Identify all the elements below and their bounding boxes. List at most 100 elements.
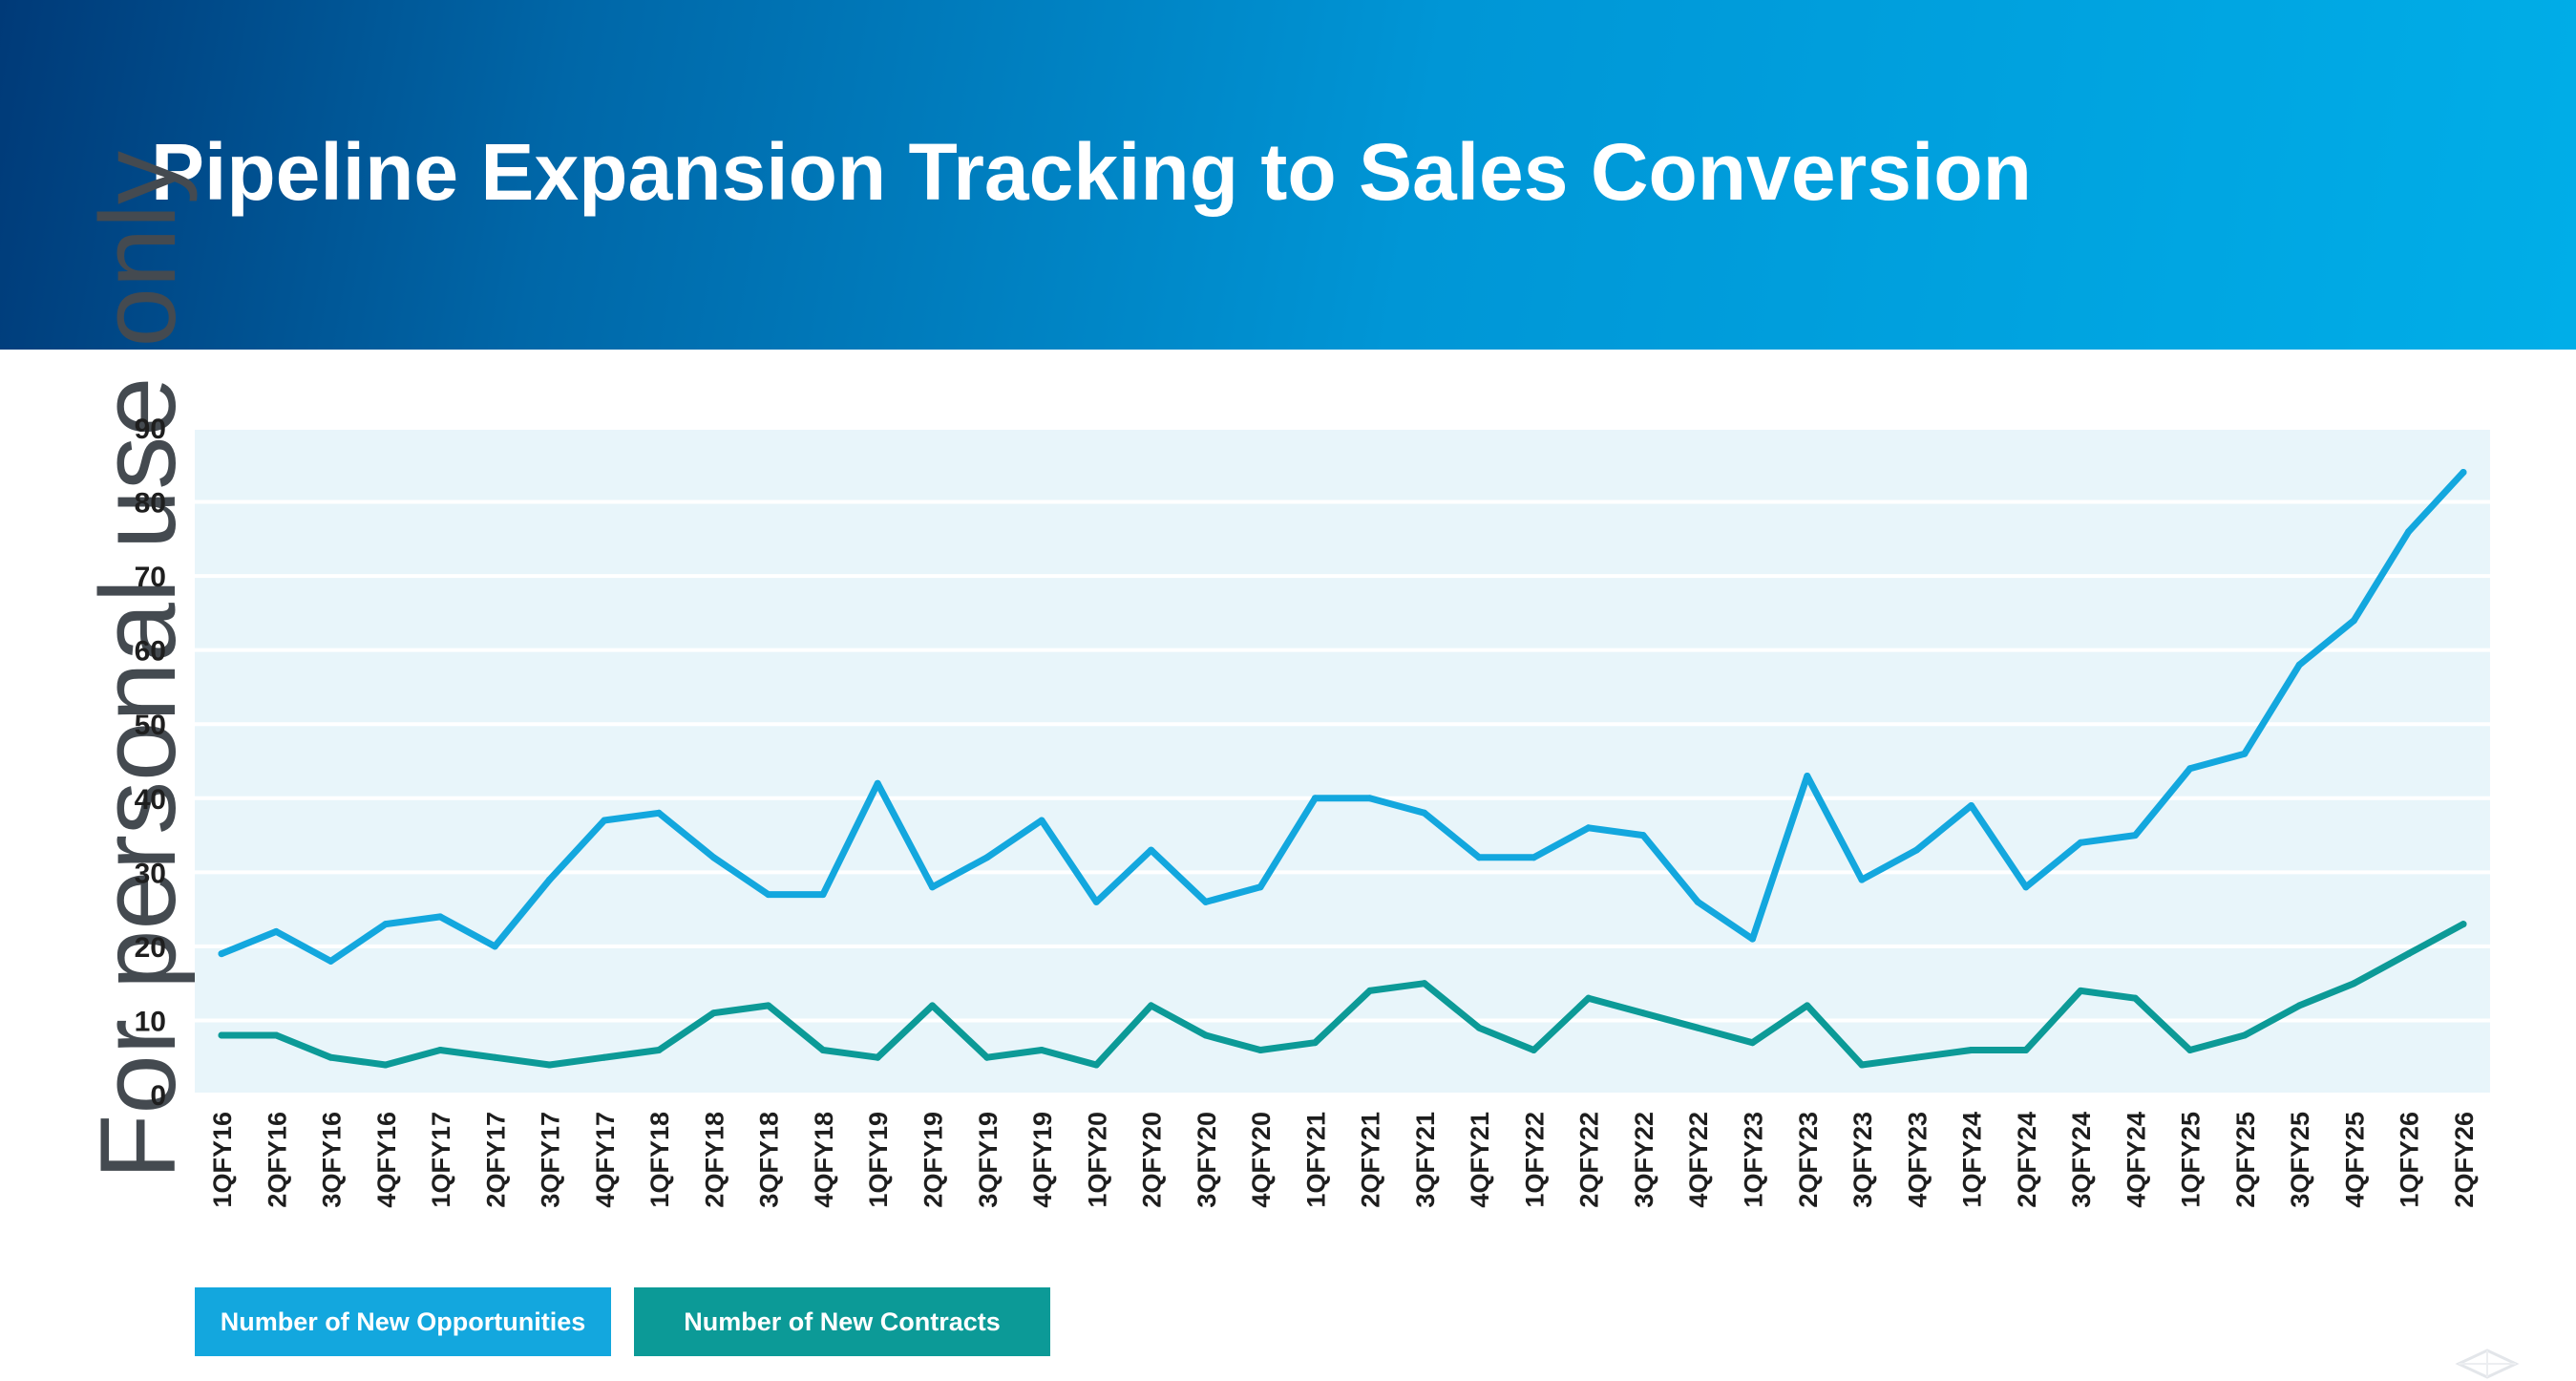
y-tick-label: 50: [135, 710, 166, 741]
x-tick-label: 1QFY23: [1740, 1112, 1768, 1208]
data-point-opportunities: [2077, 839, 2084, 846]
data-point-contracts: [2077, 987, 2084, 994]
data-point-contracts: [2022, 1046, 2030, 1053]
x-tick-label: 1QFY26: [2396, 1112, 2424, 1208]
data-point-opportunities: [1694, 898, 1701, 905]
data-point-opportunities: [1148, 846, 1155, 854]
x-tick-label: 2QFY21: [1357, 1112, 1385, 1208]
y-tick-label: 70: [135, 562, 166, 593]
data-point-contracts: [2405, 950, 2413, 958]
data-point-contracts: [1421, 980, 1428, 988]
data-point-opportunities: [2460, 469, 2467, 477]
data-point-opportunities: [1858, 876, 1866, 883]
x-tick-label: 1QFY16: [208, 1112, 237, 1208]
data-point-contracts: [1311, 1039, 1319, 1047]
data-point-opportunities: [382, 921, 390, 928]
data-point-contracts: [1256, 1046, 1264, 1053]
y-tick-label: 10: [135, 1006, 166, 1037]
plot-area: [195, 428, 2490, 1094]
data-point-contracts: [928, 1002, 936, 1009]
x-tick-label: 4QFY22: [1684, 1112, 1713, 1208]
data-point-opportunities: [1639, 832, 1647, 839]
data-point-opportunities: [1804, 773, 1811, 780]
data-point-opportunities: [2350, 617, 2357, 625]
data-point-contracts: [491, 1053, 498, 1061]
data-point-opportunities: [272, 927, 280, 935]
x-tick-label: 1QFY20: [1083, 1112, 1111, 1208]
data-point-contracts: [327, 1053, 335, 1061]
data-point-contracts: [601, 1053, 608, 1061]
data-point-contracts: [1749, 1039, 1757, 1047]
data-point-opportunities: [1585, 824, 1593, 832]
data-point-contracts: [2131, 994, 2139, 1002]
data-point-opportunities: [983, 854, 991, 861]
x-tick-label: 1QFY19: [864, 1112, 893, 1208]
series-line-contracts: [218, 921, 2467, 1069]
data-point-opportunities: [327, 957, 335, 965]
data-point-opportunities: [1475, 854, 1483, 861]
data-point-opportunities: [1038, 817, 1045, 824]
x-tick-label: 2QFY19: [918, 1112, 947, 1208]
data-point-contracts: [2241, 1031, 2249, 1039]
y-tick-label: 20: [135, 932, 166, 964]
data-point-contracts: [1585, 994, 1593, 1002]
x-tick-label: 2QFY23: [1794, 1112, 1823, 1208]
legend-contracts-label: Number of New Contracts: [684, 1307, 1001, 1336]
data-point-opportunities: [2405, 528, 2413, 536]
header-banner: Pipeline Expansion Tracking to Sales Con…: [0, 0, 2576, 350]
x-tick-label: 3QFY25: [2286, 1112, 2314, 1208]
legend-opportunities: Number of New Opportunities: [195, 1287, 611, 1356]
x-tick-label: 3QFY19: [974, 1112, 1003, 1208]
x-tick-label: 4QFY19: [1028, 1112, 1057, 1208]
data-point-opportunities: [655, 809, 663, 817]
y-tick-label: 40: [135, 784, 166, 816]
data-point-opportunities: [928, 883, 936, 891]
x-tick-label: 2QFY16: [263, 1112, 291, 1208]
data-point-opportunities: [2022, 883, 2030, 891]
data-point-opportunities: [1202, 898, 1210, 905]
y-tick-label: 60: [135, 636, 166, 668]
data-point-contracts: [709, 1009, 717, 1017]
x-tick-label: 1QFY21: [1301, 1112, 1330, 1208]
x-tick-label: 3QFY21: [1411, 1112, 1440, 1208]
data-point-contracts: [1912, 1053, 1920, 1061]
x-tick-label: 2QFY24: [2013, 1112, 2041, 1208]
x-tick-label: 1QFY24: [1958, 1112, 1987, 1208]
x-tick-label: 1QFY17: [427, 1112, 455, 1208]
corner-logo-icon: [2455, 1349, 2520, 1379]
y-tick-label: 90: [135, 414, 166, 445]
x-tick-label: 2QFY26: [2450, 1112, 2479, 1208]
data-point-opportunities: [1421, 809, 1428, 817]
data-point-opportunities: [1968, 802, 1975, 810]
x-tick-label: 3QFY22: [1630, 1112, 1658, 1208]
data-point-contracts: [1202, 1031, 1210, 1039]
x-tick-label: 1QFY18: [645, 1112, 674, 1208]
x-tick-label: 3QFY18: [755, 1112, 784, 1208]
data-point-opportunities: [1256, 883, 1264, 891]
x-tick-label: 3QFY24: [2067, 1112, 2096, 1208]
data-point-contracts: [1694, 1024, 1701, 1031]
x-tick-label: 2QFY25: [2231, 1112, 2260, 1208]
data-point-contracts: [1530, 1046, 1537, 1053]
x-tick-label: 3QFY23: [1848, 1112, 1877, 1208]
data-point-opportunities: [436, 913, 444, 921]
series-line-opportunities: [218, 469, 2467, 965]
data-point-contracts: [1366, 987, 1374, 994]
legend-opportunities-label: Number of New Opportunities: [220, 1307, 586, 1336]
legend-contracts: Number of New Contracts: [634, 1287, 1050, 1356]
data-point-opportunities: [491, 943, 498, 950]
data-point-opportunities: [1912, 846, 1920, 854]
data-point-contracts: [2186, 1046, 2194, 1053]
x-tick-label: 4QFY16: [372, 1112, 401, 1208]
data-point-contracts: [655, 1046, 663, 1053]
data-point-contracts: [1148, 1002, 1155, 1009]
x-tick-label: 3QFY16: [318, 1112, 347, 1208]
data-point-contracts: [1804, 1002, 1811, 1009]
data-point-opportunities: [1366, 795, 1374, 802]
data-point-contracts: [1038, 1046, 1045, 1053]
data-point-contracts: [819, 1046, 827, 1053]
y-tick-label: 80: [135, 488, 166, 520]
data-point-opportunities: [2295, 661, 2303, 669]
data-point-opportunities: [709, 854, 717, 861]
